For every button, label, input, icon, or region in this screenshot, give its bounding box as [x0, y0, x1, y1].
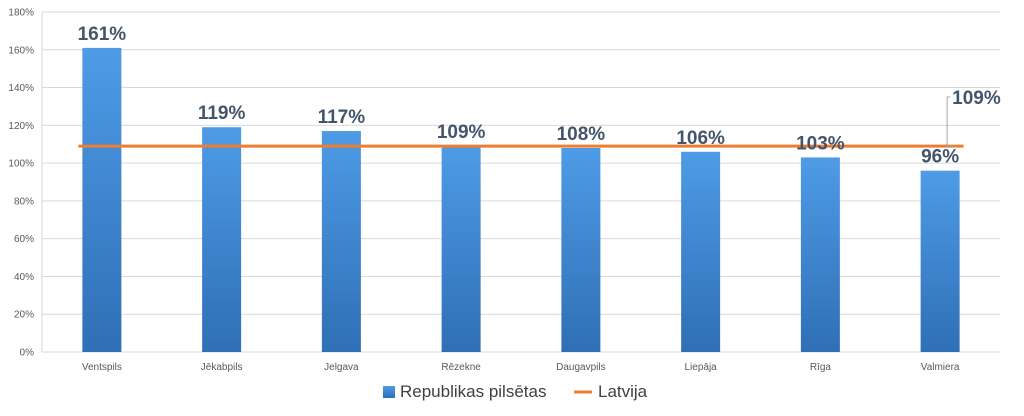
- latvija-data-label: 109%: [952, 88, 1001, 109]
- bars-group: [82, 47, 960, 353]
- gridlines: [41, 11, 1000, 353]
- y-tick-label: 120%: [8, 121, 34, 132]
- y-tick-label: 160%: [8, 45, 34, 56]
- legend: Republikas pilsētas Latvija: [383, 382, 648, 401]
- y-axis: 0% 20% 40% 60% 80% 100% 120% 140% 160% 180%: [8, 8, 34, 359]
- bar-Valmiera: [920, 170, 960, 352]
- bar-data-label: 119%: [198, 103, 246, 124]
- bar-Jelgava: [321, 131, 361, 352]
- bar-data-label: 108%: [557, 124, 606, 145]
- bar-data-label: 161%: [78, 24, 127, 45]
- bar-data-label: 103%: [796, 133, 845, 154]
- bar-data-label: 117%: [318, 107, 366, 128]
- y-tick-label: 140%: [8, 83, 34, 94]
- x-tick-label: Jēkabpils: [201, 362, 243, 373]
- legend-label-line: Latvija: [598, 382, 648, 401]
- legend-swatch-bars: [383, 386, 395, 398]
- x-tick-label: Liepāja: [684, 362, 717, 373]
- y-tick-label: 0%: [20, 348, 35, 359]
- y-tick-label: 80%: [14, 196, 34, 207]
- y-tick-label: 180%: [8, 8, 34, 19]
- y-tick-label: 60%: [14, 234, 34, 245]
- bar-data-label: 109%: [437, 122, 486, 143]
- x-tick-label: Ventspils: [82, 362, 122, 373]
- bar-data-label: 96%: [921, 147, 959, 168]
- x-tick-label: Rīga: [810, 362, 832, 373]
- x-tick-label: Valmiera: [921, 362, 960, 373]
- bar-Jēkabpils: [202, 127, 242, 352]
- bar-Daugavpils: [561, 148, 601, 352]
- y-tick-label: 40%: [14, 272, 34, 283]
- data-labels-group: 161% 119% 117% 109% 108% 106% 103% 96% 109%: [78, 24, 1001, 168]
- x-tick-label: Rēzekne: [441, 362, 481, 373]
- y-tick-label: 100%: [8, 159, 34, 170]
- latvija-label-leader: [946, 96, 956, 147]
- x-tick-label: Jelgava: [324, 362, 359, 373]
- x-axis: Ventspils Jēkabpils Jelgava Rēzekne Daugavpi…: [82, 362, 960, 373]
- x-tick-label: Daugavpils: [556, 362, 605, 373]
- bar-Ventspils: [82, 47, 122, 353]
- y-tick-label: 20%: [14, 310, 34, 321]
- bar-Rīga: [800, 157, 840, 352]
- bar-Liepāja: [681, 151, 721, 352]
- legend-label-bars: Republikas pilsētas: [400, 382, 546, 401]
- bar-data-label: 106%: [676, 128, 725, 149]
- bar-Rēzekne: [441, 146, 481, 352]
